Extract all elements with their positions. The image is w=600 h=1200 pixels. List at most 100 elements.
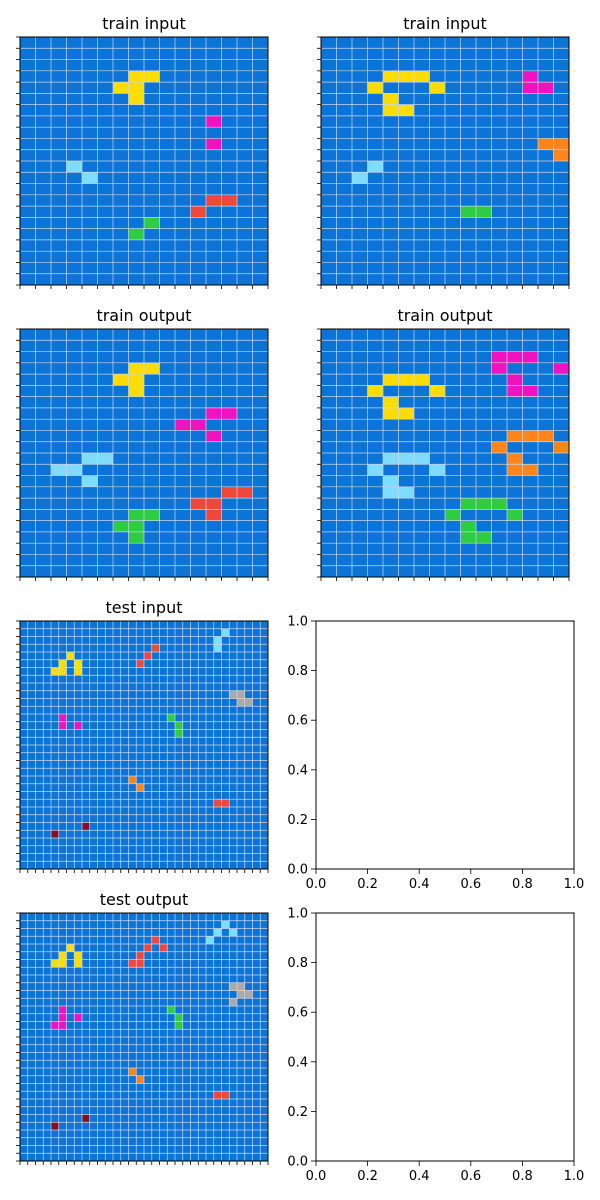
grid-cell xyxy=(522,70,538,83)
axes-frame xyxy=(315,620,575,870)
grid-cell xyxy=(522,385,538,397)
grid-panel-3: train output xyxy=(317,306,570,581)
grid-cell xyxy=(213,644,222,652)
grid-cell xyxy=(82,1114,90,1123)
grid-cell xyxy=(128,1068,137,1076)
grid-cell xyxy=(491,362,507,375)
grid-cell xyxy=(398,104,414,116)
grid-cell xyxy=(460,498,476,510)
grid-cell xyxy=(74,667,82,676)
grid-cell xyxy=(237,486,253,499)
grid-cell xyxy=(491,498,507,510)
grid-cell xyxy=(136,959,144,968)
grid-cell xyxy=(97,453,113,465)
grid-cell xyxy=(237,690,245,699)
grid-panel-5: test output xyxy=(16,890,269,1165)
grid-cell xyxy=(507,453,523,465)
grid-cell xyxy=(206,407,222,420)
grid-cell xyxy=(82,822,90,831)
empty-axes-0: 0.0 0.2 0.4 0.6 0.8 1.0 0.0 0.2 0.4 0.6 0.8 1.0 xyxy=(287,615,584,893)
grid-cell xyxy=(476,498,492,510)
grid-cell xyxy=(136,783,144,792)
grid-cell xyxy=(460,206,476,218)
grid-cell xyxy=(66,652,75,660)
grid-cell xyxy=(221,628,230,637)
grid-cell xyxy=(221,486,237,499)
grid-cell xyxy=(538,138,554,150)
grid-cell xyxy=(128,776,137,784)
grid-cell xyxy=(206,430,222,442)
grid-panel-1: train input xyxy=(317,14,570,289)
grid-cell xyxy=(58,1021,67,1030)
grid-cell xyxy=(175,721,183,730)
grid-cell xyxy=(429,464,445,476)
grid-cell xyxy=(383,453,399,465)
grid-cell xyxy=(144,944,152,952)
grid-cell xyxy=(206,115,222,128)
grid-cell xyxy=(429,385,445,397)
grid-cell xyxy=(58,1006,67,1014)
y-tick-label: 0.8 xyxy=(287,664,308,679)
grid-cell xyxy=(507,374,523,386)
panel-title: train output xyxy=(397,306,492,325)
grid-cell xyxy=(144,509,160,521)
grid-cell xyxy=(398,486,414,499)
grid-cell xyxy=(522,351,538,363)
grid-cell xyxy=(82,172,98,184)
grid-cell xyxy=(237,982,245,991)
grid-cell xyxy=(522,464,538,476)
grid-cell xyxy=(175,729,183,738)
grid-cell xyxy=(213,1091,222,1099)
panel-title: train input xyxy=(403,14,486,33)
grid-cell xyxy=(538,430,554,442)
grid-cell xyxy=(538,82,554,94)
grid-cell xyxy=(190,206,206,218)
grid-cell xyxy=(74,959,82,968)
grid-cell xyxy=(383,70,399,83)
grid-cell xyxy=(51,1021,59,1030)
grid-cell xyxy=(352,172,368,184)
y-tick-label: 0.8 xyxy=(287,956,308,971)
grid-cell xyxy=(58,714,67,722)
grid-cell xyxy=(367,464,383,476)
y-tick-label: 1.0 xyxy=(287,615,308,630)
grid-cell xyxy=(213,799,222,807)
grid-cell xyxy=(244,990,253,999)
grid-cell xyxy=(507,464,523,476)
grid-cell xyxy=(507,385,523,397)
grid-cell xyxy=(51,959,59,968)
grid-cell xyxy=(213,636,222,645)
grid-cell xyxy=(82,475,98,487)
grid-cell xyxy=(206,498,222,510)
grid-cell xyxy=(151,936,160,944)
grid-cell xyxy=(398,374,414,386)
grid-cell xyxy=(553,441,569,453)
grid-cell xyxy=(522,430,538,442)
x-tick-label: 0.2 xyxy=(357,877,378,892)
grid-cell xyxy=(383,374,399,386)
x-tick-label: 0.6 xyxy=(460,1169,481,1184)
grid-cell xyxy=(237,698,245,707)
grid-cell xyxy=(221,194,237,207)
grid-cell xyxy=(507,351,523,363)
grid-cell xyxy=(237,990,245,999)
grid-cell xyxy=(58,1013,67,1022)
grid-cell xyxy=(383,475,399,487)
grid-cell xyxy=(74,1013,82,1022)
grid-cell xyxy=(74,951,82,960)
y-tick-label: 0.0 xyxy=(287,1155,308,1170)
grid-cell xyxy=(383,407,399,420)
grid-cell xyxy=(507,430,523,442)
grid-cell xyxy=(128,228,144,240)
grid-cell xyxy=(383,486,399,499)
grid-cell xyxy=(522,82,538,94)
y-tick-label: 0.2 xyxy=(287,1105,308,1120)
grid-cell xyxy=(229,928,237,937)
grid-cell xyxy=(206,138,222,150)
grid-cell xyxy=(244,698,253,707)
grid-cell xyxy=(221,799,230,807)
grid-cell xyxy=(144,652,152,660)
grid-cell xyxy=(206,509,222,521)
grid-cell xyxy=(476,206,492,218)
grid-cell xyxy=(113,374,129,386)
